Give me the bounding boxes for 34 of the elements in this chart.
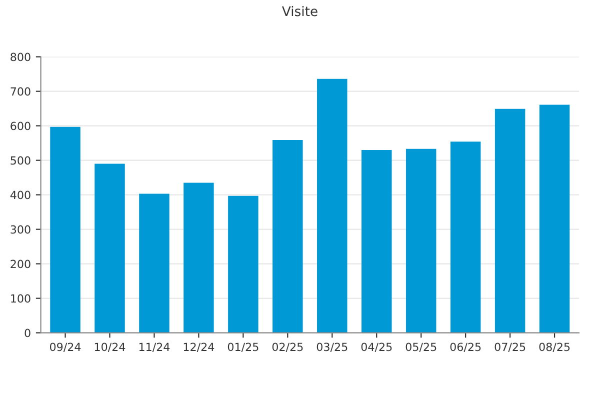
bar [539, 104, 570, 333]
bar [317, 78, 348, 333]
x-tick-label: 06/25 [450, 342, 481, 352]
chart-title: Visite [282, 6, 318, 16]
y-tick-label: 300 [10, 225, 30, 234]
y-tick-label: 700 [10, 87, 30, 96]
bar [450, 142, 481, 333]
x-tick-label: 04/25 [361, 342, 392, 352]
y-tick-label: 0 [24, 328, 30, 338]
bar [228, 196, 258, 333]
x-tick-label: 05/25 [406, 342, 436, 352]
y-tick-label: 400 [10, 190, 30, 200]
y-tick-label: 100 [11, 294, 30, 303]
x-tick-label: 08/25 [539, 342, 570, 352]
x-tick-label: 07/25 [494, 342, 526, 352]
y-tick-label: 500 [10, 156, 30, 165]
bar [361, 150, 392, 333]
x-tick-label: 09/24 [50, 342, 81, 352]
x-tick-label: 02/25 [272, 342, 303, 352]
x-tick-label: 12/24 [184, 342, 214, 352]
x-tick-label: 11/24 [139, 342, 170, 352]
bar [94, 164, 125, 333]
bar [494, 108, 526, 333]
bar [50, 126, 80, 333]
x-tick-label: 01/25 [228, 342, 258, 352]
y-tick-label: 600 [10, 122, 30, 130]
x-tick-label: 10/24 [94, 342, 126, 352]
y-tick-label: 200 [10, 260, 30, 268]
bar [272, 140, 303, 333]
x-tick-label: 03/25 [316, 342, 348, 352]
bar [406, 148, 436, 333]
y-tick-label: 800 [10, 52, 30, 62]
bar [184, 182, 214, 333]
bar [139, 194, 170, 333]
